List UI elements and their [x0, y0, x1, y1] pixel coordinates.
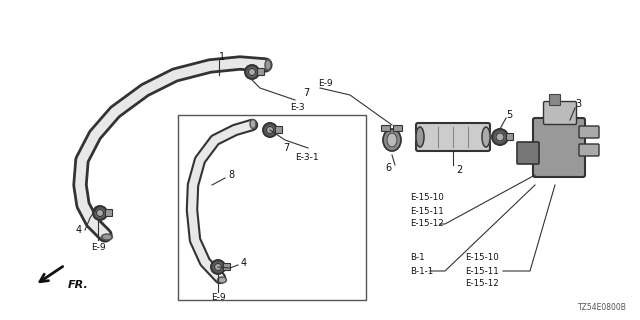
Circle shape — [93, 206, 107, 220]
Circle shape — [248, 68, 255, 76]
Text: B-1: B-1 — [410, 253, 424, 262]
Ellipse shape — [252, 121, 255, 127]
Ellipse shape — [482, 127, 490, 147]
Circle shape — [492, 129, 508, 145]
FancyBboxPatch shape — [579, 126, 599, 138]
Circle shape — [263, 123, 277, 137]
Ellipse shape — [218, 277, 227, 283]
Circle shape — [245, 65, 259, 79]
Text: E-3: E-3 — [290, 103, 305, 113]
Ellipse shape — [383, 129, 401, 151]
FancyBboxPatch shape — [579, 144, 599, 156]
Text: 2: 2 — [456, 165, 462, 175]
FancyBboxPatch shape — [106, 210, 113, 217]
Ellipse shape — [102, 234, 113, 240]
FancyBboxPatch shape — [550, 94, 561, 106]
Text: E-15-11: E-15-11 — [465, 267, 499, 276]
Ellipse shape — [250, 119, 256, 129]
Text: E-15-10: E-15-10 — [410, 194, 444, 203]
Circle shape — [496, 133, 504, 141]
Text: 4: 4 — [76, 225, 82, 235]
Text: E-9: E-9 — [318, 79, 333, 89]
Text: 7: 7 — [283, 143, 289, 153]
Text: 8: 8 — [228, 170, 234, 180]
FancyBboxPatch shape — [533, 118, 585, 177]
Text: 6: 6 — [385, 163, 391, 173]
Text: 4: 4 — [241, 258, 247, 268]
Text: 3: 3 — [575, 99, 581, 109]
Ellipse shape — [266, 61, 269, 68]
FancyBboxPatch shape — [416, 123, 490, 151]
Text: E-9: E-9 — [211, 293, 225, 302]
Text: 1: 1 — [219, 52, 225, 62]
Text: E-15-12: E-15-12 — [410, 220, 444, 228]
Text: FR.: FR. — [68, 280, 89, 290]
FancyBboxPatch shape — [543, 101, 577, 124]
Text: TZ54E0800B: TZ54E0800B — [578, 303, 627, 312]
FancyBboxPatch shape — [257, 68, 264, 76]
FancyBboxPatch shape — [223, 263, 230, 270]
Circle shape — [214, 263, 221, 270]
Bar — [178, 115, 366, 300]
FancyBboxPatch shape — [506, 133, 513, 140]
Text: 5: 5 — [506, 110, 512, 120]
Ellipse shape — [387, 133, 397, 147]
Text: E-3-1: E-3-1 — [295, 154, 319, 163]
Circle shape — [97, 210, 104, 217]
Ellipse shape — [104, 236, 111, 238]
Text: B-1-1: B-1-1 — [410, 267, 433, 276]
FancyBboxPatch shape — [394, 125, 403, 132]
FancyBboxPatch shape — [517, 142, 539, 164]
Text: E-15-11: E-15-11 — [410, 206, 444, 215]
Text: 7: 7 — [303, 88, 309, 98]
Text: E-15-12: E-15-12 — [465, 279, 499, 289]
Circle shape — [266, 126, 273, 133]
Text: E-15-10: E-15-10 — [465, 253, 499, 262]
Text: E-9: E-9 — [91, 243, 106, 252]
Ellipse shape — [219, 278, 225, 282]
FancyBboxPatch shape — [381, 125, 390, 132]
Circle shape — [211, 260, 225, 274]
Ellipse shape — [265, 60, 271, 70]
Ellipse shape — [416, 127, 424, 147]
FancyBboxPatch shape — [275, 126, 282, 133]
